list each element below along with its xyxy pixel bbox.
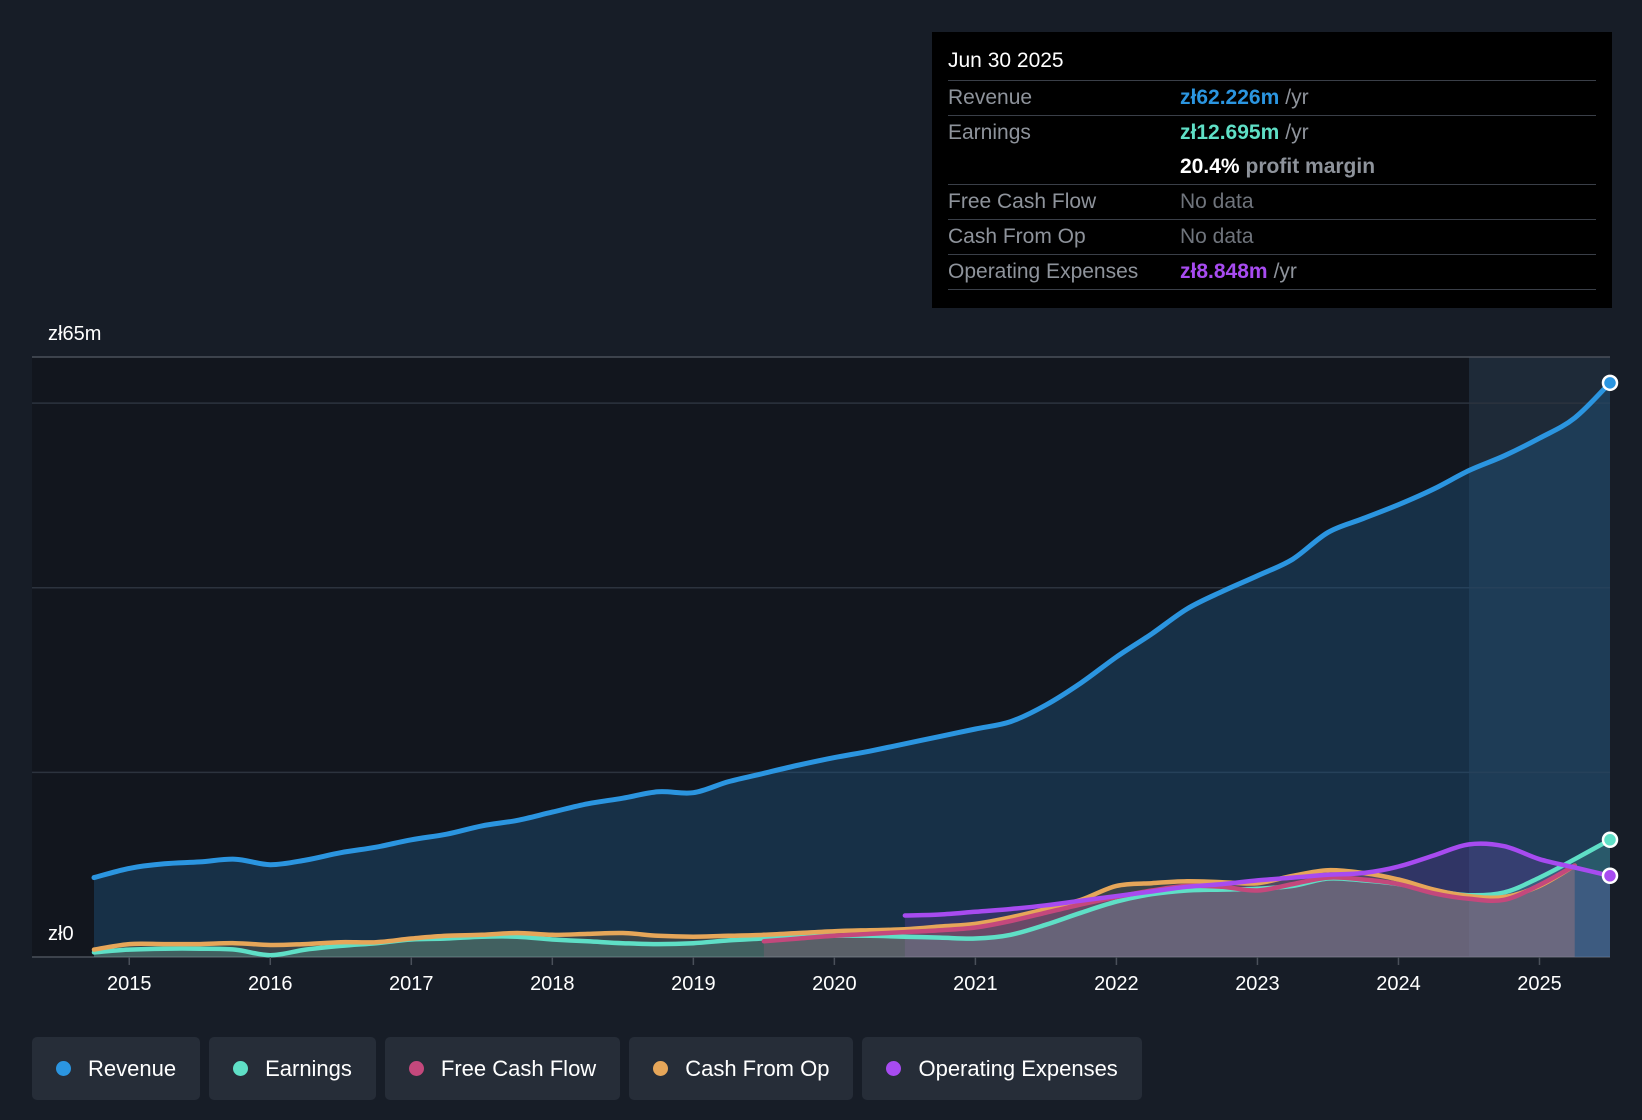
tooltip-opex-unit: /yr: [1273, 260, 1297, 283]
tooltip-row-revenue: Revenue zł62.226m /yr: [948, 81, 1596, 116]
legend-label: Free Cash Flow: [440, 1055, 597, 1081]
legend-dot-free-cash-flow: [408, 1061, 424, 1076]
legend-item-operating-expenses[interactable]: Operating Expenses: [862, 1037, 1142, 1100]
tooltip-row-margin: 20.4% profit margin: [948, 150, 1596, 185]
tooltip-fcf-value: No data: [1180, 190, 1254, 213]
tooltip-cfo-label: Cash From Op: [948, 225, 1086, 248]
x-tick-label: 2016: [248, 973, 293, 995]
tooltip-opex-value: zł8.848m: [1180, 260, 1268, 283]
revenue-endpoint: [1601, 374, 1619, 392]
legend-item-earnings[interactable]: Earnings: [209, 1037, 376, 1100]
series-lines[interactable]: [91, 380, 1613, 958]
legend-item-revenue[interactable]: Revenue: [32, 1037, 201, 1100]
x-tick-label: 2019: [671, 973, 716, 995]
free-cash-flow-area: [763, 865, 1575, 957]
x-axis-ticks: 2015 2016 2017 2018 2019 2020 2021 2022 2023 2024…: [107, 957, 1562, 995]
legend-dot-revenue: [56, 1061, 71, 1076]
x-tick-label: 2025: [1517, 973, 1562, 995]
y-axis-bottom-label: zł0: [48, 923, 74, 945]
tooltip-row-earnings: Earnings zł12.695m /yr: [948, 116, 1596, 150]
cash-from-op-line[interactable]: [91, 863, 1577, 952]
legend-dot-earnings: [233, 1061, 249, 1076]
tooltip-revenue-label: Revenue: [948, 86, 1033, 109]
hover-tooltip: Jun 30 2025 Revenue zł62.226m /yr Earnin…: [932, 32, 1612, 308]
revenue-line[interactable]: [91, 380, 1613, 881]
operating-expenses-endpoint: [1601, 867, 1619, 885]
x-tick-label: 2024: [1376, 973, 1421, 995]
tooltip-earnings-unit: /yr: [1285, 121, 1309, 144]
x-tick-label: 2017: [389, 973, 434, 995]
legend-label: Revenue: [88, 1055, 177, 1081]
legend-label: Cash From Op: [685, 1055, 830, 1081]
gridlines: [32, 356, 1610, 958]
tooltip-date: Jun 30 2025: [948, 46, 1596, 81]
x-tick-label: 2018: [530, 973, 575, 995]
legend-dot-cash-from-op: [653, 1061, 669, 1076]
operating-expenses-area: [904, 843, 1610, 957]
x-tick-label: 2021: [953, 973, 998, 995]
tooltip-revenue-unit: /yr: [1285, 86, 1309, 109]
chart-legend: Revenue Earnings Free Cash Flow Cash Fro…: [32, 1037, 1151, 1100]
x-tick-label: 2015: [107, 973, 152, 995]
x-tick-label: 2022: [1094, 973, 1139, 995]
tooltip-earnings-value: zł12.695m: [1180, 121, 1280, 144]
revenue-area: [94, 382, 1610, 957]
operating-expenses-line[interactable]: [902, 841, 1613, 918]
legend-dot-operating-expenses: [886, 1061, 902, 1076]
tooltip-cfo-value: No data: [1180, 225, 1254, 248]
x-tick-label: 2023: [1235, 973, 1280, 995]
tooltip-margin-value: 20.4%: [1180, 155, 1240, 178]
legend-item-cash-from-op[interactable]: Cash From Op: [629, 1037, 854, 1100]
legend-item-free-cash-flow[interactable]: Free Cash Flow: [384, 1037, 621, 1100]
tooltip-revenue-value: zł62.226m: [1180, 86, 1280, 109]
earnings-area: [94, 839, 1610, 957]
tooltip-margin-text: profit margin: [1245, 155, 1376, 178]
legend-label: Earnings: [265, 1055, 352, 1081]
tooltip-opex-label: Operating Expenses: [948, 260, 1139, 283]
tooltip-row-cfo: Cash From Op No data: [948, 220, 1596, 255]
series-endpoints: [1601, 374, 1619, 885]
y-axis-top-label: zł65m: [48, 323, 101, 345]
tooltip-fcf-label: Free Cash Flow: [948, 190, 1097, 213]
tooltip-row-opex: Operating Expenses zł8.848m /yr: [948, 255, 1596, 290]
tooltip-row-fcf: Free Cash Flow No data: [948, 185, 1596, 220]
plot-background: [32, 357, 1610, 957]
tooltip-earnings-label: Earnings: [948, 121, 1031, 144]
x-tick-label: 2020: [812, 973, 857, 995]
legend-label: Operating Expenses: [918, 1055, 1118, 1081]
earnings-endpoint: [1601, 831, 1619, 849]
